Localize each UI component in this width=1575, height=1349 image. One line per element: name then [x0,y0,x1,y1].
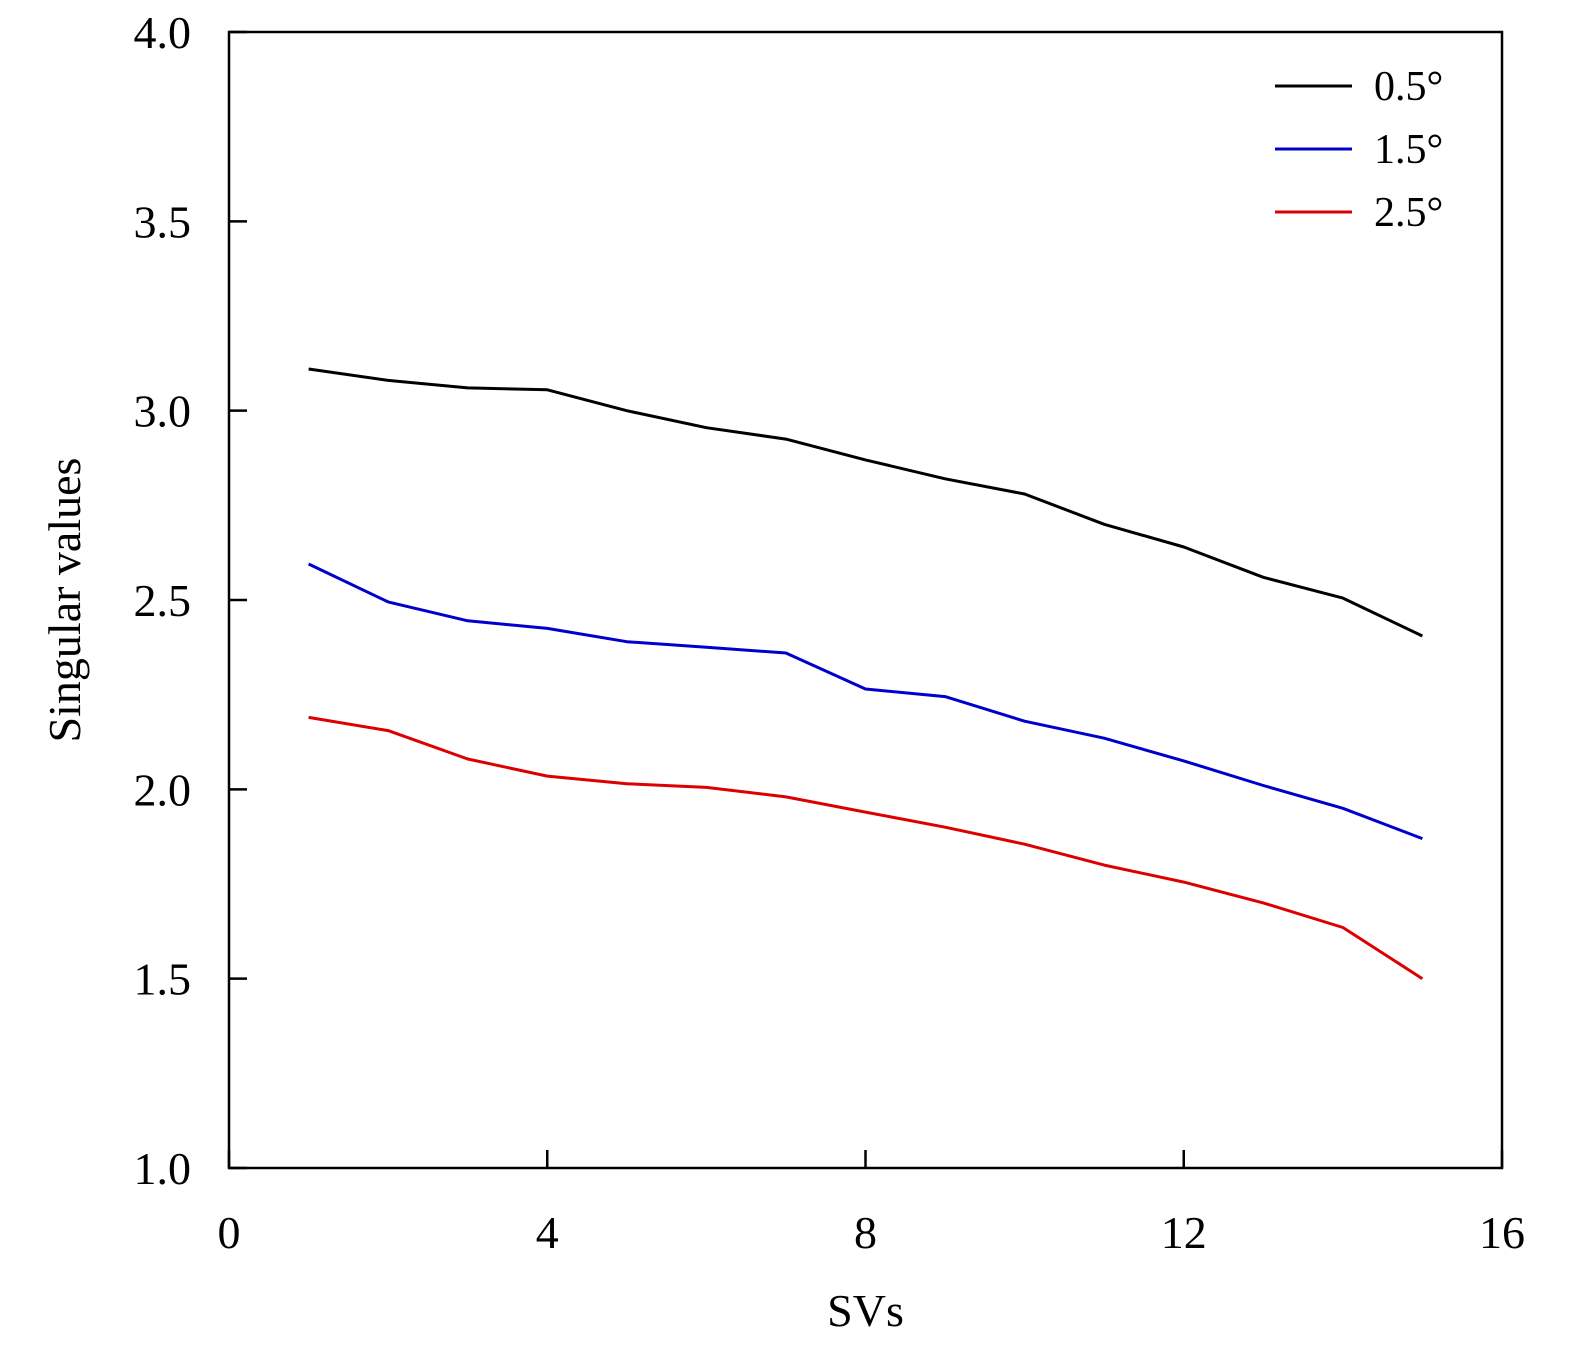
y-tick-label: 1.5 [134,954,192,1005]
x-tick-label: 0 [218,1207,241,1258]
y-tick-label: 1.0 [134,1143,192,1194]
y-tick-label: 2.0 [134,764,192,815]
x-axis-title: SVs [827,1285,904,1336]
series-line-1 [308,367,1424,638]
y-axis-title: Singular values [39,458,90,743]
series-line-2 [307,562,1423,841]
y-tick-label: 4.0 [134,7,192,58]
y-axis: 1.0 1.5 2.0 2.5 3.0 3.5 4.0 [134,7,247,1194]
legend-label-2: 1.5° [1374,127,1443,173]
x-tick-label: 12 [1161,1207,1207,1258]
legend: 0.5° 1.5° 2.5° [1275,64,1443,236]
plot-frame [227,30,1504,1170]
x-tick-label: 4 [536,1207,559,1258]
legend-label-3: 2.5° [1374,190,1443,236]
x-tick-label: 8 [854,1207,877,1258]
x-tick-label: 16 [1479,1207,1525,1258]
y-tick-label: 3.5 [134,196,192,247]
legend-label-1: 0.5° [1374,64,1443,110]
y-tick-label: 3.0 [134,386,192,437]
x-axis: 0 4 8 12 16 [218,1150,1525,1258]
series-line-3 [308,715,1424,980]
series-lines [307,367,1424,980]
y-tick-label: 2.5 [134,575,192,626]
